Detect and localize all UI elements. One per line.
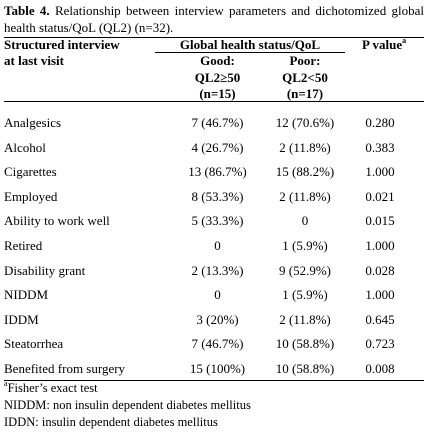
footnote-text: Fisher’s exact test [7, 381, 98, 395]
table-cell: 12 (70.6%) [275, 115, 335, 130]
table-title: Table 4. Relationship between interview … [4, 2, 424, 36]
table-cell: Employed [4, 188, 58, 204]
rule [4, 380, 424, 381]
p-value-header: P value [362, 37, 403, 52]
table-cell: 10 (58.8%) [275, 361, 335, 376]
table-cell: Disability grant [4, 262, 86, 278]
table-cell: 7 (46.7%) [191, 336, 244, 352]
table-cell: Steatorrhea [4, 336, 64, 352]
table-cell: 2 (13.3%) [191, 262, 244, 278]
table-cell: 0.021 [365, 188, 395, 204]
table-cell: 1.000 [365, 238, 395, 253]
table-cell: 9 (52.9%) [279, 262, 331, 278]
table-cell: 0 [301, 213, 309, 229]
table-cell: 7 (46.7%) [191, 115, 244, 130]
rule [4, 101, 424, 102]
footnote: IDDN: insulin dependent diabetes mellitu… [4, 415, 218, 429]
table-cell: 0.383 [365, 139, 395, 155]
header-group: Global health status/QoL [179, 37, 321, 52]
table-cell: 2 (11.8%) [279, 139, 331, 155]
table-cell: NIDDM [4, 287, 49, 303]
rule [4, 37, 424, 38]
header-cell: Good: [200, 53, 235, 68]
header-cell: at last visit [4, 53, 64, 68]
table-cell: 13 (86.7%) [188, 164, 247, 180]
table-cell: 15 (100%) [189, 361, 246, 376]
table-cell: 3 (20%) [196, 311, 239, 327]
table-cell: Cigarettes [4, 164, 57, 180]
footnote: NIDDM: non insulin dependent diabetes me… [4, 398, 251, 412]
footnote-mark: a [402, 36, 407, 45]
footnote-mark: a [4, 379, 8, 388]
table-cell: 0.723 [365, 336, 395, 352]
table-cell: 0 [214, 238, 221, 253]
table-cell: Benefited from surgery [4, 361, 126, 376]
table-cell: 5 (33.3%) [191, 213, 244, 229]
table-cell: 2 (11.8%) [279, 188, 331, 204]
table-cell: 10 (58.8%) [275, 336, 335, 352]
header-cell: QL2<50 [282, 69, 328, 85]
table-cell: 1 (5.9%) [282, 238, 328, 253]
table-cell: 8 (53.3%) [191, 188, 244, 204]
table-cell: 1.000 [365, 164, 395, 180]
title-label: Table 4. [4, 3, 50, 18]
header-cell: P valuea [362, 37, 406, 53]
table-cell: 0.028 [365, 262, 395, 278]
table-cell: 0.008 [365, 361, 395, 376]
header-cell: QL2≥50 [194, 69, 241, 85]
table-cell: 1 (5.9%) [282, 287, 328, 303]
header-cell: (n=15) [199, 86, 236, 101]
table-cell: 1.000 [365, 287, 395, 303]
table-cell: 4 (26.7%) [191, 139, 244, 155]
rule [155, 52, 345, 53]
table-cell: Ability to work well [4, 213, 110, 229]
table-cell: Alcohol [4, 139, 46, 155]
table-cell: 0 [214, 287, 221, 303]
header-cell: Poor: [289, 53, 321, 68]
footnote: aFisher’s exact test [4, 380, 98, 396]
table-cell: Analgesics [4, 115, 62, 130]
header-cell: Structured interview [4, 37, 120, 52]
title-text: Relationship between interview parameter… [4, 3, 424, 35]
table-cell: 0.645 [365, 311, 395, 327]
table-cell: 2 (11.8%) [279, 311, 331, 327]
table-cell: 15 (88.2%) [275, 164, 335, 180]
table-cell: 0.280 [365, 115, 395, 130]
table-cell: 0.015 [365, 213, 395, 229]
table-cell: IDDM [4, 311, 39, 327]
table-cell: Retired [4, 238, 43, 253]
header-cell: (n=17) [286, 86, 324, 101]
